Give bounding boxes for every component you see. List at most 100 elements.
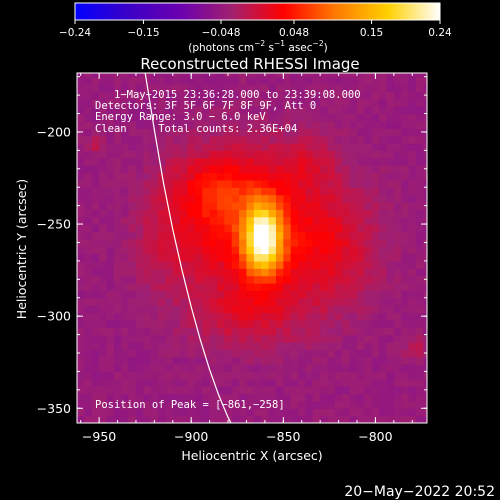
heatmap-cell [209,275,218,284]
heatmap-cell [135,165,144,174]
heatmap-cell [275,290,284,299]
heatmap-cell [150,120,159,129]
heatmap-cell [135,157,144,166]
heatmap-cell [275,216,284,225]
heatmap-cell [209,150,218,159]
heatmap-cell [415,290,424,299]
heatmap-cell [327,305,336,314]
heatmap-cell [187,113,196,122]
heatmap-cell [349,319,358,328]
heatmap-cell [364,106,373,115]
heatmap-cell [253,120,262,129]
heatmap-cell [371,143,380,151]
heatmap-cell [408,283,417,291]
heatmap-cell [143,319,152,328]
heatmap-cell [379,312,388,321]
heatmap-cell [224,364,233,373]
heatmap-cell [158,165,167,174]
heatmap-cell [386,371,395,380]
heatmap-cell [415,238,424,247]
heatmap-cell [135,98,144,107]
heatmap-cell [99,415,108,423]
heatmap-cell [342,172,351,181]
heatmap-cell [209,194,218,203]
heatmap-cell [275,238,284,247]
heatmap-cell [408,194,417,203]
heatmap-cell [202,106,211,115]
heatmap-cell [290,157,299,166]
heatmap-cell [194,224,203,233]
heatmap-cell [342,157,351,166]
heatmap-cell [312,283,321,291]
heatmap-cell [334,238,343,247]
heatmap-cell [305,187,314,196]
heatmap-cell [121,76,130,85]
heatmap-cell [246,179,255,188]
heatmap-cell [342,150,351,159]
heatmap-cell [91,150,100,159]
heatmap-cell [128,341,137,350]
heatmap-cell [305,120,314,129]
heatmap-cell [113,341,122,350]
heatmap-cell [334,268,343,277]
heatmap-cell [408,408,417,417]
heatmap-cell [408,143,417,151]
heatmap-cell [386,113,395,122]
heatmap-cell [84,386,93,395]
heatmap-cell [99,378,108,387]
heatmap-cell [77,238,85,247]
heatmap-cell [290,341,299,350]
heatmap-cell [194,341,203,350]
heatmap-cell [312,386,321,395]
heatmap-cell [261,224,270,233]
heatmap-cell [364,201,373,210]
heatmap-cell [121,393,130,402]
heatmap-cell [246,231,255,240]
heatmap-cell [379,415,388,423]
heatmap-cell [415,73,424,78]
heatmap-cell [305,260,314,269]
heatmap-cell [371,341,380,350]
heatmap-cell [423,341,427,350]
heatmap-cell [290,386,299,395]
heatmap-cell [180,201,189,210]
heatmap-cell [393,386,402,395]
heatmap-cell [113,143,122,151]
heatmap-cell [342,165,351,174]
heatmap-cell [121,408,130,417]
heatmap-cell [261,356,270,365]
heatmap-cell [312,341,321,350]
heatmap-cell [283,283,292,291]
heatmap-cell [261,386,270,395]
heatmap-cell [253,113,262,122]
heatmap-cell [217,253,225,262]
heatmap-cell [187,253,196,262]
heatmap-cell [106,172,115,181]
heatmap-cell [180,84,189,93]
heatmap-cell [158,231,167,240]
heatmap-cell [415,224,424,233]
heatmap-cell [379,231,388,240]
heatmap-cell [386,231,395,240]
heatmap-cell [106,76,115,85]
heatmap-cell [84,91,93,100]
heatmap-cell [393,268,402,277]
heatmap-cell [187,341,196,350]
heatmap-cell [312,408,321,417]
heatmap-cell [275,172,284,181]
heatmap-cell [357,106,365,115]
heatmap-cell [84,238,93,247]
heatmap-cell [334,378,343,387]
heatmap-cell [209,260,218,269]
heatmap-cell [408,113,417,122]
heatmap-cell [150,246,159,255]
heatmap-cell [261,194,270,203]
heatmap-cell [172,98,181,107]
heatmap-cell [231,378,240,387]
heatmap-cell [194,356,203,365]
heatmap-cell [334,194,343,203]
heatmap-cell [423,113,427,122]
colorbar-tick-label: 0.15 [360,27,383,39]
heatmap-cell [106,260,115,269]
heatmap-cell [275,113,284,122]
